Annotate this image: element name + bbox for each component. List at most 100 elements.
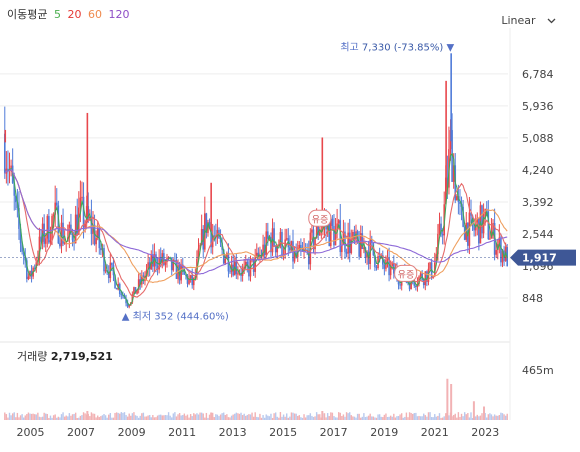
candle-body (378, 256, 381, 258)
volume-bar (46, 413, 49, 420)
volume-bar (353, 416, 356, 420)
volume-bar (344, 416, 346, 420)
candle-body (125, 298, 127, 304)
volume-bar (41, 416, 44, 420)
candle-body (210, 228, 212, 248)
volume-bar (172, 413, 175, 420)
candle-body (183, 269, 186, 275)
candle-body (164, 262, 167, 265)
volume-bar (200, 412, 203, 420)
candle-body (375, 267, 378, 269)
volume-bar (21, 414, 23, 420)
candle-body (111, 262, 113, 266)
volume-bar (278, 417, 280, 420)
volume-bar (218, 416, 220, 420)
volume-bar (493, 414, 496, 420)
candle-body (133, 287, 135, 295)
candle-body (339, 220, 342, 253)
volume-bar (394, 417, 397, 420)
volume-bar (497, 415, 499, 420)
candle-body (452, 165, 455, 182)
volume-bar (487, 414, 490, 420)
candle-body (137, 279, 140, 290)
candle-body (192, 277, 195, 286)
candle-body (81, 196, 83, 198)
volume-bar (229, 417, 231, 420)
y-tick-label: 5,936 (522, 100, 554, 113)
candle-body (46, 216, 49, 239)
volume-bar (400, 413, 403, 420)
candle-body (89, 216, 91, 219)
candle-body (399, 284, 401, 286)
candle-body (59, 243, 61, 247)
ma20-line (4, 168, 508, 298)
candle-body (188, 278, 190, 284)
legend-ma20[interactable]: 20 (67, 8, 82, 21)
candle-body (186, 275, 189, 284)
volume-bar (188, 417, 190, 420)
candle-body (393, 263, 395, 274)
volume-bar (202, 413, 204, 420)
candle-body (189, 275, 192, 279)
volume-bar (457, 412, 460, 420)
volume-bar (103, 414, 105, 420)
candle-body (48, 216, 50, 243)
candle-body (62, 222, 64, 244)
volume-bar (293, 413, 296, 420)
volume-bar (48, 417, 50, 420)
candle-body (114, 275, 116, 289)
volume-bar (383, 414, 386, 420)
volume-bar (68, 413, 71, 420)
volume-bar (273, 413, 275, 420)
volume-bar (481, 413, 483, 420)
candle-body (259, 255, 261, 258)
candle-body (51, 216, 53, 241)
volume-bar (416, 416, 419, 420)
legend-ma60[interactable]: 60 (87, 8, 102, 21)
volume-bar (262, 415, 264, 420)
volume-bar (30, 413, 33, 420)
volume-bar (504, 415, 507, 420)
volume-bar (252, 416, 255, 420)
volume-bar (240, 412, 242, 420)
candle-body (473, 226, 475, 231)
volume-bar (326, 413, 329, 420)
candle-body (156, 266, 159, 270)
volume-bar (207, 417, 209, 420)
volume-bar (366, 416, 368, 420)
candle-body (440, 223, 442, 235)
scale-dropdown[interactable]: Linear (501, 14, 556, 27)
volume-bar (211, 412, 214, 420)
candle-body (244, 261, 247, 267)
volume-bar (419, 416, 422, 420)
candle-body (276, 245, 279, 253)
candle-body (54, 202, 56, 215)
legend-ma120[interactable]: 120 (108, 8, 130, 21)
legend-ma5[interactable]: 5 (53, 8, 61, 21)
candle-body (262, 244, 264, 257)
candle-body (60, 222, 63, 247)
legend-title: 이동평균 (7, 8, 48, 21)
candle-body (170, 257, 173, 271)
volume-bar (251, 412, 253, 420)
candle-body (139, 279, 142, 285)
volume-bar (171, 417, 173, 420)
volume-bar (445, 413, 447, 420)
candle-body (363, 247, 365, 249)
volume-bar (16, 412, 19, 420)
candle-body (459, 201, 461, 204)
candle-body (107, 271, 110, 279)
volume-bar (396, 416, 398, 420)
candle-body (52, 214, 55, 217)
candle-body (501, 250, 504, 263)
y-tick-label: 2,544 (522, 228, 554, 241)
volume-bar (463, 412, 466, 420)
volume-bar (95, 417, 97, 420)
candle-body (388, 258, 390, 276)
volume-bar (43, 412, 45, 420)
volume-bar (330, 412, 332, 420)
current-price-label: 1,917 (522, 252, 557, 265)
candle-body (254, 255, 257, 272)
